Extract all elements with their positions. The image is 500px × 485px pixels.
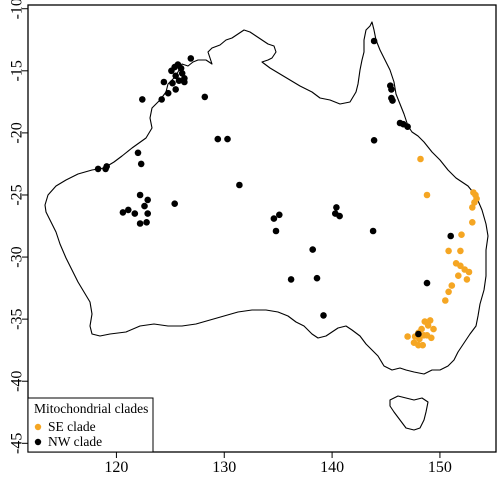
point-nw-clade (119, 209, 127, 216)
y-axis: -10 -15 -20 -25 -30 -35 -40 -45 (9, 0, 28, 454)
point-nw-clade (175, 77, 183, 84)
plot-frame (27, 4, 497, 453)
point-nw-clade (370, 137, 378, 144)
legend: Mitochondrial clades SE clade NW clade (27, 397, 154, 453)
y-tick-label: -35 (9, 308, 26, 329)
legend-label-nw: NW clade (48, 434, 102, 449)
sample-points (94, 37, 480, 349)
point-nw-clade (134, 149, 142, 157)
point-nw-clade (144, 210, 151, 217)
y-tick-label: -25 (9, 184, 26, 205)
point-nw-clade (178, 70, 186, 77)
point-se-clade (457, 247, 464, 255)
point-se-clade (469, 219, 476, 226)
point-nw-clade (172, 72, 179, 80)
point-nw-clade (158, 96, 165, 103)
point-se-clade (445, 247, 452, 255)
point-nw-clade (187, 55, 195, 62)
point-nw-clade (447, 232, 455, 240)
point-se-clade (457, 262, 464, 270)
point-nw-clade (137, 160, 145, 168)
point-nw-clade (313, 274, 321, 282)
point-nw-clade (320, 312, 327, 319)
point-nw-clade (404, 123, 411, 130)
point-nw-clade (388, 86, 395, 93)
point-nw-clade (309, 246, 317, 253)
point-nw-clade (236, 181, 243, 189)
x-tick-label: 120 (104, 459, 128, 476)
y-tick-label: -30 (9, 246, 26, 267)
point-nw-clade (136, 220, 144, 227)
point-nw-clade (369, 227, 377, 235)
point-se-clade (463, 276, 471, 283)
point-nw-clade (181, 78, 188, 86)
point-se-clade (417, 155, 424, 163)
point-nw-clade (169, 79, 176, 87)
legend-title: Mitochondrial clades (34, 401, 148, 416)
y-tick-label: -45 (9, 433, 26, 454)
point-nw-clade (333, 204, 340, 211)
point-se-clade (423, 191, 431, 199)
y-tick-label: -15 (9, 60, 26, 81)
y-tick-label: -10 (9, 0, 26, 19)
point-se-clade (428, 334, 435, 342)
point-se-clade (404, 333, 411, 340)
point-se-clade (445, 288, 452, 296)
point-se-clade (458, 231, 465, 238)
point-nw-clade (172, 86, 179, 93)
x-axis: 120 130 140 150 (104, 452, 452, 476)
point-se-clade (455, 272, 462, 280)
legend-label-se: SE clade (48, 419, 96, 434)
point-nw-clade (164, 89, 172, 97)
y-tick-label: -20 (9, 122, 26, 143)
point-nw-clade (171, 200, 178, 207)
mainland-coast (44, 21, 489, 375)
point-nw-clade (224, 135, 231, 143)
tasmania-coast (389, 395, 429, 431)
point-nw-clade (94, 165, 102, 173)
point-nw-clade (415, 330, 422, 338)
point-nw-clade (423, 279, 431, 287)
x-tick-label: 150 (428, 459, 452, 476)
point-nw-clade (143, 219, 150, 226)
point-nw-clade (276, 211, 283, 219)
point-nw-clade (272, 227, 280, 235)
point-se-clade (442, 297, 449, 304)
point-nw-clade (144, 196, 151, 204)
point-se-clade (465, 268, 473, 276)
point-nw-clade (270, 215, 278, 222)
point-se-clade (426, 317, 434, 324)
legend-marker-nw (34, 438, 42, 446)
x-tick-label: 140 (320, 459, 344, 476)
point-nw-clade (141, 202, 148, 210)
point-nw-clade (389, 97, 396, 104)
point-nw-clade (336, 212, 343, 220)
point-nw-clade (160, 78, 168, 86)
legend-marker-se (34, 423, 42, 431)
point-nw-clade (287, 276, 295, 283)
point-nw-clade (131, 210, 139, 217)
coastline (44, 21, 489, 431)
legend-box (27, 397, 154, 453)
point-se-clade (448, 282, 456, 289)
point-se-clade (419, 341, 427, 349)
point-nw-clade (370, 37, 378, 45)
point-se-clade (424, 322, 432, 329)
x-tick-label: 130 (212, 459, 236, 476)
point-se-clade (470, 189, 477, 196)
point-nw-clade (177, 65, 185, 72)
point-nw-clade (214, 135, 222, 143)
point-se-clade (471, 199, 478, 206)
point-nw-clade (139, 96, 146, 103)
point-nw-clade (102, 165, 109, 173)
point-nw-clade (201, 93, 209, 101)
y-tick-label: -40 (9, 371, 26, 392)
point-nw-clade (125, 206, 132, 214)
point-se-clade (469, 204, 476, 211)
point-se-clade (430, 325, 437, 333)
point-nw-clade (136, 191, 144, 199)
